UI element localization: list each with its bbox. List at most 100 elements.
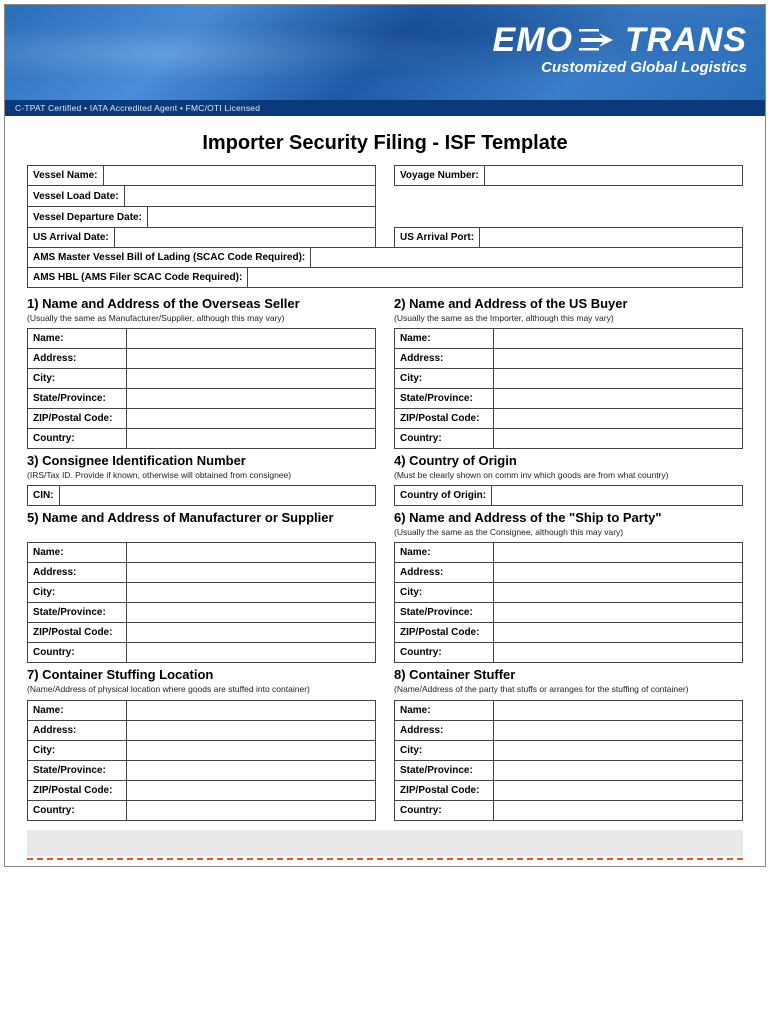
field-vessel-departure-date: Vessel Departure Date: (27, 206, 376, 228)
section-note: (Name/Address of the party that stuffs o… (394, 684, 743, 694)
field-us-arrival-date: US Arrival Date: (27, 227, 376, 248)
input-s6-country[interactable] (493, 643, 742, 662)
input-s6-city[interactable] (493, 583, 742, 602)
input-s5-country[interactable] (126, 643, 375, 662)
label-city: City: (395, 369, 493, 388)
input-s2-state[interactable] (493, 389, 742, 408)
input-s1-address[interactable] (126, 349, 375, 368)
input-ams-master[interactable] (310, 248, 742, 267)
label-zip: ZIP/Postal Code: (395, 409, 493, 428)
section-title: 3) Consignee Identification Number (27, 454, 376, 469)
input-s6-zip[interactable] (493, 623, 742, 642)
input-s1-name[interactable] (126, 329, 375, 348)
input-us-arrival-port[interactable] (479, 228, 742, 247)
input-s1-city[interactable] (126, 369, 375, 388)
input-s8-country[interactable] (493, 801, 742, 820)
logo-arrow-icon (577, 25, 621, 55)
label-vessel-load-date: Vessel Load Date: (28, 186, 124, 206)
field-us-arrival-port: US Arrival Port: (394, 227, 743, 248)
banner: EMO TRANS Customized Global Logistics (5, 5, 765, 100)
section-note (27, 527, 376, 537)
input-s1-country[interactable] (126, 429, 375, 448)
input-voyage-number[interactable] (484, 166, 742, 185)
section-4-country-origin: 4) Country of Origin (Must be clearly sh… (394, 454, 743, 505)
input-s7-state[interactable] (126, 761, 375, 780)
label-country: Country: (395, 801, 493, 820)
input-s6-name[interactable] (493, 543, 742, 562)
label-name: Name: (28, 543, 126, 562)
input-coo[interactable] (491, 486, 742, 505)
field-vessel-load-date: Vessel Load Date: (27, 185, 376, 207)
input-s2-zip[interactable] (493, 409, 742, 428)
input-ams-hbl[interactable] (247, 268, 742, 287)
section-8-container-stuffer: 8) Container Stuffer (Name/Address of th… (394, 668, 743, 819)
input-cin[interactable] (59, 486, 375, 505)
label-state: State/Province: (395, 603, 493, 622)
label-name: Name: (395, 329, 493, 348)
input-s6-state[interactable] (493, 603, 742, 622)
page-title: Importer Security Filing - ISF Template (27, 132, 743, 155)
input-vessel-departure-date[interactable] (147, 207, 375, 227)
section-note: (Name/Address of physical location where… (27, 684, 376, 694)
section-note: (Usually the same as the Consignee, alth… (394, 527, 743, 537)
input-s1-state[interactable] (126, 389, 375, 408)
logo-tagline: Customized Global Logistics (492, 59, 747, 76)
input-s8-name[interactable] (493, 701, 742, 720)
label-state: State/Province: (395, 389, 493, 408)
input-s5-address[interactable] (126, 563, 375, 582)
logo-left: EMO (492, 23, 572, 57)
input-s2-address[interactable] (493, 349, 742, 368)
form-sections: 1) Name and Address of the Overseas Sell… (27, 297, 743, 820)
label-us-arrival-date: US Arrival Date: (28, 228, 114, 247)
label-name: Name: (28, 329, 126, 348)
section-note: (Must be clearly shown on comm inv which… (394, 470, 743, 480)
section-title: 4) Country of Origin (394, 454, 743, 469)
input-s5-name[interactable] (126, 543, 375, 562)
label-address: Address: (28, 721, 126, 740)
section-title: 7) Container Stuffing Location (27, 668, 376, 683)
input-us-arrival-date[interactable] (114, 228, 375, 247)
label-address: Address: (395, 721, 493, 740)
section-2-us-buyer: 2) Name and Address of the US Buyer (Usu… (394, 297, 743, 448)
input-s7-city[interactable] (126, 741, 375, 760)
footer-gray-block (27, 830, 743, 856)
label-state: State/Province: (395, 761, 493, 780)
input-s8-zip[interactable] (493, 781, 742, 800)
spacer (394, 185, 743, 206)
label-city: City: (28, 583, 126, 602)
input-s7-address[interactable] (126, 721, 375, 740)
input-s8-city[interactable] (493, 741, 742, 760)
input-s2-city[interactable] (493, 369, 742, 388)
label-name: Name: (395, 543, 493, 562)
label-city: City: (395, 741, 493, 760)
label-address: Address: (28, 349, 126, 368)
input-s2-name[interactable] (493, 329, 742, 348)
field-voyage-number: Voyage Number: (394, 165, 743, 186)
section-note: (Usually the same as Manufacturer/Suppli… (27, 313, 376, 323)
input-s1-zip[interactable] (126, 409, 375, 428)
footer-dashed-line (27, 858, 743, 860)
input-vessel-load-date[interactable] (124, 186, 375, 206)
input-s5-zip[interactable] (126, 623, 375, 642)
input-s5-city[interactable] (126, 583, 375, 602)
input-s8-address[interactable] (493, 721, 742, 740)
input-s7-zip[interactable] (126, 781, 375, 800)
logo-text: EMO TRANS (492, 23, 747, 57)
label-state: State/Province: (28, 603, 126, 622)
input-s6-address[interactable] (493, 563, 742, 582)
label-country: Country: (395, 429, 493, 448)
input-s7-country[interactable] (126, 801, 375, 820)
logo-right: TRANS (625, 23, 747, 57)
input-s7-name[interactable] (126, 701, 375, 720)
input-s2-country[interactable] (493, 429, 742, 448)
section-1-overseas-seller: 1) Name and Address of the Overseas Sell… (27, 297, 376, 448)
input-s5-state[interactable] (126, 603, 375, 622)
spacer (394, 206, 743, 227)
label-zip: ZIP/Postal Code: (28, 781, 126, 800)
input-s8-state[interactable] (493, 761, 742, 780)
label-voyage-number: Voyage Number: (395, 166, 484, 185)
label-vessel-departure-date: Vessel Departure Date: (28, 207, 147, 227)
section-note: (Usually the same as the Importer, altho… (394, 313, 743, 323)
input-vessel-name[interactable] (103, 166, 376, 185)
field-ams-master: AMS Master Vessel Bill of Lading (SCAC C… (27, 247, 743, 268)
